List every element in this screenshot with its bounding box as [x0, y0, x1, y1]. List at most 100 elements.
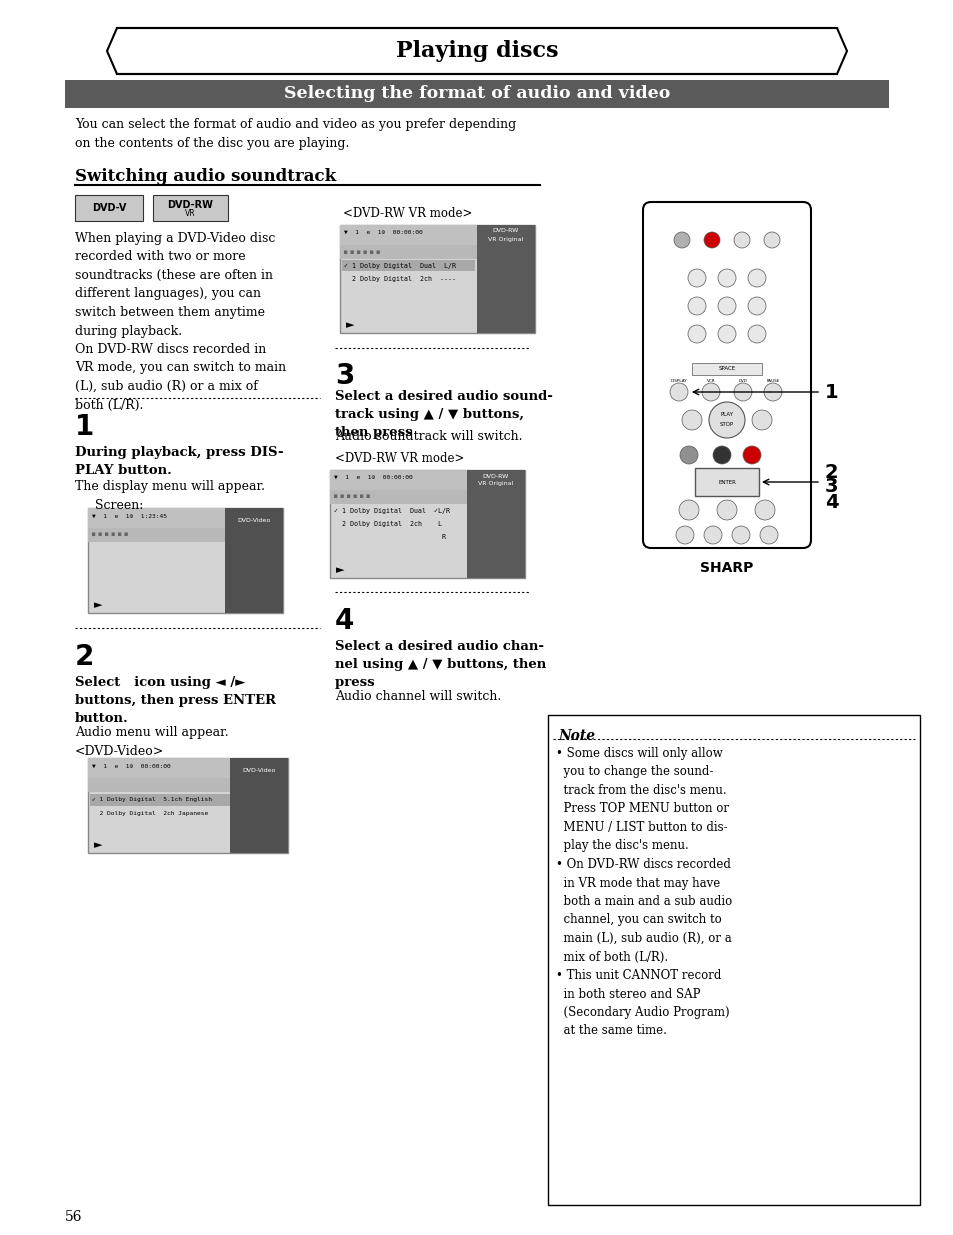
Text: Playing discs: Playing discs	[395, 40, 558, 62]
Circle shape	[742, 446, 760, 464]
Text: VR Original: VR Original	[488, 236, 523, 242]
Text: Select   icon using ◄ /►
buttons, then press ENTER
button.: Select icon using ◄ /► buttons, then pre…	[75, 676, 275, 725]
Text: SPACE: SPACE	[718, 367, 735, 372]
Circle shape	[687, 325, 705, 343]
Bar	[476, 225, 535, 333]
Text: PLAY: PLAY	[720, 412, 733, 417]
Text: ENTER: ENTER	[718, 479, 735, 484]
Text: When playing a DVD-Video disc
recorded with two or more
soundtracks (these are o: When playing a DVD-Video disc recorded w…	[75, 232, 286, 411]
Text: ■ ■ ■ ■ ■ ■: ■ ■ ■ ■ ■ ■	[334, 494, 370, 499]
Text: DVD-RW: DVD-RW	[493, 228, 518, 233]
Circle shape	[760, 526, 778, 543]
Text: ▼  1  e  1⊙  00:00:00: ▼ 1 e 1⊙ 00:00:00	[91, 763, 171, 768]
Circle shape	[673, 232, 689, 248]
Text: Select a desired audio chan-
nel using ▲ / ▼ buttons, then
press: Select a desired audio chan- nel using ▲…	[335, 640, 546, 689]
Text: 2 Dolby Digital  2ch Japanese: 2 Dolby Digital 2ch Japanese	[91, 811, 208, 816]
Text: Audio soundtrack will switch.: Audio soundtrack will switch.	[335, 430, 522, 443]
Bar	[330, 471, 524, 490]
Circle shape	[679, 500, 699, 520]
Bar	[339, 225, 535, 333]
Circle shape	[751, 410, 771, 430]
Circle shape	[687, 269, 705, 287]
Text: ►: ►	[335, 564, 344, 576]
Bar	[339, 245, 476, 259]
Text: 3: 3	[335, 362, 354, 390]
Text: DVD-RW: DVD-RW	[482, 473, 509, 478]
Bar	[339, 225, 535, 245]
Circle shape	[703, 232, 720, 248]
Text: 2: 2	[824, 462, 838, 482]
Polygon shape	[107, 28, 846, 74]
Text: DVD: DVD	[738, 379, 747, 383]
Text: 1: 1	[75, 412, 94, 441]
Text: During playback, press DIS-
PLAY button.: During playback, press DIS- PLAY button.	[75, 446, 283, 477]
Text: ►: ►	[94, 600, 102, 610]
Bar	[88, 508, 283, 613]
Text: Audio channel will switch.: Audio channel will switch.	[335, 690, 500, 703]
Text: VR Original: VR Original	[477, 482, 513, 487]
Text: ▼  1  e  1⊙  00:00:00: ▼ 1 e 1⊙ 00:00:00	[334, 474, 413, 479]
Text: STOP: STOP	[720, 422, 734, 427]
Circle shape	[718, 296, 735, 315]
Circle shape	[718, 325, 735, 343]
Text: VCR: VCR	[706, 379, 715, 383]
Bar	[75, 195, 143, 221]
Text: 4: 4	[824, 493, 838, 511]
Bar	[88, 758, 288, 853]
Circle shape	[708, 403, 744, 438]
Text: 2 Dolby Digital  2ch  ----: 2 Dolby Digital 2ch ----	[344, 275, 456, 282]
Circle shape	[681, 410, 701, 430]
Bar	[225, 508, 283, 613]
Bar	[330, 490, 467, 504]
Text: The display menu will appear.
     Screen:: The display menu will appear. Screen:	[75, 480, 265, 513]
Circle shape	[763, 232, 780, 248]
Text: ■ ■ ■ ■ ■ ■: ■ ■ ■ ■ ■ ■	[344, 249, 379, 254]
Text: 56: 56	[65, 1210, 82, 1224]
Circle shape	[712, 446, 730, 464]
Text: ▼  1  e  1⊙  00:00:00: ▼ 1 e 1⊙ 00:00:00	[344, 230, 422, 235]
Text: Select a desired audio sound-
track using ▲ / ▼ buttons,
then press: Select a desired audio sound- track usin…	[335, 390, 553, 438]
Circle shape	[679, 446, 698, 464]
Circle shape	[717, 500, 737, 520]
Bar	[230, 758, 288, 853]
Text: 4: 4	[335, 606, 354, 635]
Circle shape	[747, 296, 765, 315]
FancyBboxPatch shape	[642, 203, 810, 548]
Bar	[467, 471, 524, 578]
Text: DVD-Video: DVD-Video	[242, 767, 275, 773]
Text: 2: 2	[75, 643, 94, 671]
Text: DISPLAY: DISPLAY	[670, 379, 687, 383]
Circle shape	[733, 232, 749, 248]
Text: ✓ 1 Dolby Digital  Dual  ✓L/R: ✓ 1 Dolby Digital Dual ✓L/R	[334, 508, 450, 514]
Text: DVD-V: DVD-V	[91, 203, 126, 212]
Text: 3: 3	[824, 478, 838, 496]
Circle shape	[687, 296, 705, 315]
Circle shape	[731, 526, 749, 543]
Bar	[341, 261, 475, 270]
Text: ►: ►	[346, 320, 355, 330]
Text: VR: VR	[185, 209, 195, 217]
Bar	[547, 715, 919, 1205]
Bar	[152, 195, 228, 221]
Text: DVD-RW: DVD-RW	[167, 200, 213, 210]
Text: ✓ 1 Dolby Digital  5.1ch English: ✓ 1 Dolby Digital 5.1ch English	[91, 798, 212, 803]
Text: ►: ►	[94, 840, 102, 850]
Circle shape	[763, 383, 781, 401]
Text: PAUSE: PAUSE	[765, 379, 779, 383]
Text: DVD-Video: DVD-Video	[237, 517, 271, 522]
Text: 1: 1	[824, 383, 838, 401]
Text: ▼  1  e  1⊙  1:23:45: ▼ 1 e 1⊙ 1:23:45	[91, 514, 167, 519]
Bar	[90, 794, 230, 806]
Bar	[88, 529, 225, 542]
Bar	[691, 363, 761, 375]
Circle shape	[747, 325, 765, 343]
Text: Switching audio soundtrack: Switching audio soundtrack	[75, 168, 335, 185]
Text: SHARP: SHARP	[700, 561, 753, 576]
Text: R: R	[334, 534, 446, 540]
Bar	[65, 80, 888, 107]
Text: <DVD-RW VR mode>: <DVD-RW VR mode>	[335, 452, 464, 466]
Text: Audio menu will appear.
<DVD-Video>: Audio menu will appear. <DVD-Video>	[75, 726, 229, 758]
Text: ✓ 1 Dolby Digital  Dual  L/R: ✓ 1 Dolby Digital Dual L/R	[344, 263, 456, 269]
Text: You can select the format of audio and video as you prefer depending
on the cont: You can select the format of audio and v…	[75, 119, 516, 149]
Text: Note: Note	[558, 729, 595, 743]
